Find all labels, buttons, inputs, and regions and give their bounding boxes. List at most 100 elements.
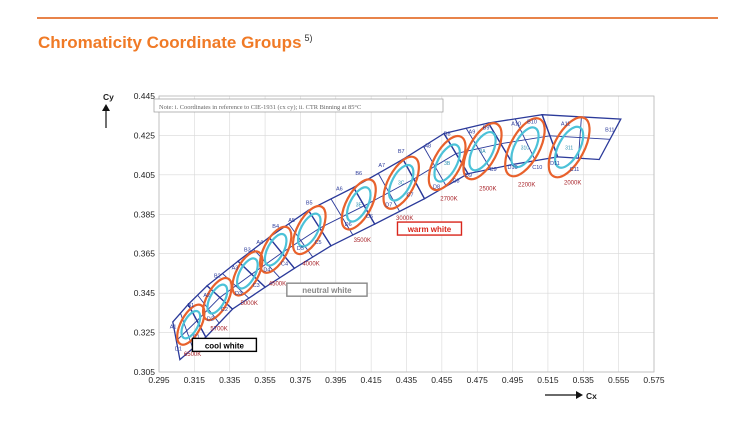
y-tick-label: 0.305 [134,367,156,377]
note-text: Note: i. Coordinates in reference to CIE… [159,104,361,111]
y-tick-label: 0.425 [134,130,156,140]
region-label-box [286,282,368,297]
bin-label: C8 [452,179,459,185]
bin-label: C11 [570,167,580,173]
y-tick-label: 0.385 [134,209,156,219]
outer-ellipse [231,250,264,297]
bin-label: C10 [532,165,542,171]
x-tick-label: 0.375 [290,375,312,385]
chart-axes: 0.295 0.315 0.335 0.355 0.375 0.395 0.415 0.435… [102,91,665,401]
cct-label: 2000K [564,181,581,187]
title-footnote: 5) [304,33,313,44]
bin-label: B7 [398,149,405,155]
bin-label: D10 [508,165,518,171]
cct-label: 4500K [269,281,286,287]
page-title: Chromaticity Coordinate Groups 5) [38,33,313,53]
bin-label: A8 [424,143,431,149]
bin-label: A6 [336,187,343,193]
inner-ellipse [206,283,229,315]
bin-label: D7 [385,202,392,208]
outer-ellipse [258,225,293,274]
bin-label: A2 [203,293,210,299]
bin-label: D11 [550,161,560,167]
inner-ellipse [553,125,585,169]
center-label: 311 [565,145,573,151]
bin-label: B3 [244,248,251,254]
region-label: neutral white [302,286,352,295]
region-label-box [191,337,258,353]
outer-ellipse [547,116,591,179]
bin-label: B1 [187,303,194,309]
plot-border [158,95,655,373]
x-tick-label: 0.495 [502,375,524,385]
bin-divider [219,273,252,298]
outer-ellipse [382,155,420,210]
cct-label: 2700K [440,196,457,202]
y-tick-label: 0.365 [134,249,156,259]
bin-label: B6 [355,171,362,177]
x-tick-label: 0.455 [431,375,453,385]
region-label: cool white [205,341,245,350]
bin-label: A9 [469,129,476,135]
bin-label: B5 [306,200,313,206]
y-axis-label: Cy [103,92,114,102]
cct-label: 2200K [518,183,535,189]
cct-label: 3000K [396,216,413,222]
center-label: 310 [521,145,530,151]
region-label: warm white [407,225,452,234]
y-axis-arrowhead [102,104,110,111]
bin-label: D9 [465,173,472,179]
x-tick-label: 0.395 [325,375,347,385]
bin-label: D4 [263,267,270,273]
inner-ellipse [468,130,497,172]
chart-notes: Note: i. Coordinates in reference to CIE… [153,98,463,353]
y-tick-label: 0.345 [134,288,156,298]
bin-label: D3 [235,291,242,297]
cct-label: 5000K [240,301,257,307]
cct-label: 3500K [354,238,371,244]
bin-label: A3 [232,265,239,271]
x-tick-label: 0.435 [396,375,418,385]
bin-quads [172,113,622,361]
note-box [153,98,444,113]
x-tick-label: 0.475 [467,375,489,385]
bin-label: A4 [256,240,263,246]
bin-label: C5 [315,240,322,246]
bin-label: A1 [170,325,177,331]
title-text: Chromaticity Coordinate Groups [38,33,302,52]
bin-quad [487,113,559,166]
bin-label: D2 [207,317,214,323]
bin-label: B10 [527,120,537,126]
cct-label: 6500K [184,352,201,358]
bin-label: A5 [288,218,295,224]
region-label-box [396,221,463,236]
bin-label: C3 [253,283,260,289]
bin-divider [549,135,611,140]
outer-ellipse [427,134,467,192]
center-label: 3C [398,181,405,187]
x-tick-label: 0.555 [608,375,630,385]
bin-quad [541,113,622,161]
bin-label: B11 [605,127,614,133]
inner-ellipse [345,186,372,223]
x-tick-label: 0.315 [184,375,206,385]
ellipses [176,116,591,346]
inner-ellipse [180,309,202,340]
bin-label: A7 [378,163,385,169]
bin-label: C6 [366,214,373,220]
bin-label: D1 [175,346,182,352]
bin-label: B4 [272,224,279,230]
inner-ellipse [235,257,259,290]
bin-label: C9 [490,167,497,173]
bin-label: D8 [433,185,440,191]
x-tick-label: 0.415 [361,375,383,385]
center-label: 3B [444,161,451,167]
x-tick-label: 0.515 [537,375,559,385]
x-tick-label: 0.575 [643,375,665,385]
inner-ellipse [433,143,461,183]
cct-label: 2500K [479,187,496,193]
bin-label: C4 [281,262,288,268]
inner-ellipse [263,232,288,267]
bin-label: C7 [407,193,414,199]
